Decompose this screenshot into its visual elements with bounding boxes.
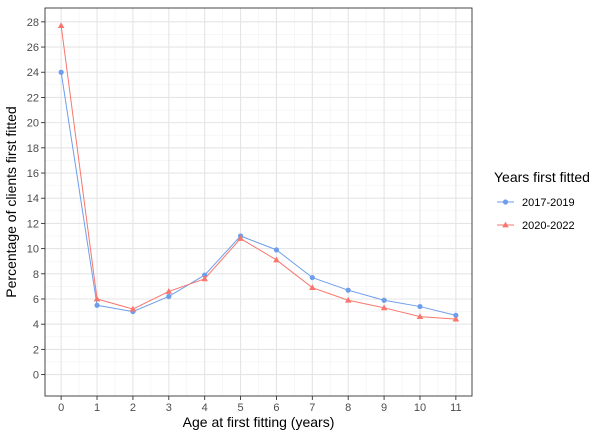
y-tick-label: 4 [33, 319, 39, 331]
legend-items: 2017-2019 2020-2022 [497, 197, 575, 232]
data-point [273, 247, 280, 253]
legend-label: 2017-2019 [522, 197, 575, 209]
x-tick-label: 8 [345, 402, 351, 414]
x-tick-label: 4 [202, 402, 208, 414]
y-tick-label: 26 [27, 42, 39, 54]
x-tick-label: 3 [166, 402, 172, 414]
series-2020-2022 [57, 22, 460, 322]
x-axis-title: Age at first fitting (years) [183, 414, 335, 430]
legend-item: 2017-2019 [497, 197, 575, 209]
data-point [309, 274, 315, 281]
data-point [201, 275, 208, 282]
x-tick-label: 2 [130, 402, 136, 414]
data-point [94, 302, 100, 308]
data-point [57, 22, 65, 29]
gridlines [45, 8, 472, 396]
data-point [93, 295, 101, 302]
y-tick-label: 2 [33, 344, 39, 356]
legend-key-marker [502, 221, 509, 228]
series-line [60, 25, 456, 320]
legend-key-marker [502, 199, 509, 205]
x-tick-label: 6 [273, 402, 279, 414]
x-tick-label: 5 [237, 402, 243, 414]
data-point [165, 288, 173, 294]
x-tick-label: 11 [450, 402, 461, 414]
series-line [60, 72, 456, 316]
data-point [273, 256, 280, 263]
legend-label: 2020-2022 [522, 220, 575, 232]
data-point [58, 69, 64, 75]
x-tick-label: 7 [309, 402, 315, 414]
y-tick-label: 22 [27, 92, 39, 104]
data-point [452, 315, 460, 322]
y-tick-label: 18 [27, 143, 39, 155]
legend-title: Years first fitted [494, 169, 590, 185]
data-point [344, 296, 352, 303]
y-tick-label: 24 [27, 67, 39, 79]
data-point [416, 313, 424, 320]
data-point [381, 297, 387, 303]
y-tick-label: 8 [33, 269, 39, 281]
y-tick-label: 20 [27, 118, 39, 130]
data-point [129, 305, 137, 312]
y-tick-label: 28 [27, 17, 39, 29]
data-point [453, 312, 459, 318]
y-tick-label: 12 [27, 218, 39, 230]
x-tick-label: 9 [381, 402, 387, 414]
x-tick-label: 1 [94, 402, 100, 414]
data-point [166, 293, 172, 300]
plot-panel-border [44, 7, 473, 397]
y-tick-label: 10 [27, 244, 39, 256]
data-point [202, 272, 208, 278]
y-tick-label: 0 [33, 370, 39, 382]
data-point [345, 287, 351, 293]
y-tick-label: 16 [27, 168, 39, 180]
legend-item: 2020-2022 [497, 220, 575, 232]
x-tick-label: 10 [414, 402, 426, 414]
x-tick-label: 0 [58, 402, 64, 414]
y-axis-title: Percentage of clients first fitted [3, 106, 19, 297]
series-2017-2019 [58, 69, 459, 318]
data-point [380, 304, 388, 311]
data-point [237, 235, 244, 241]
legend: Years first fitted 2017-2019 2020-2022 [494, 169, 590, 232]
data-series [57, 22, 460, 322]
data-point [417, 303, 423, 310]
y-tick-label: 14 [27, 193, 39, 205]
data-point [309, 284, 316, 291]
y-tick-label: 6 [33, 294, 39, 306]
